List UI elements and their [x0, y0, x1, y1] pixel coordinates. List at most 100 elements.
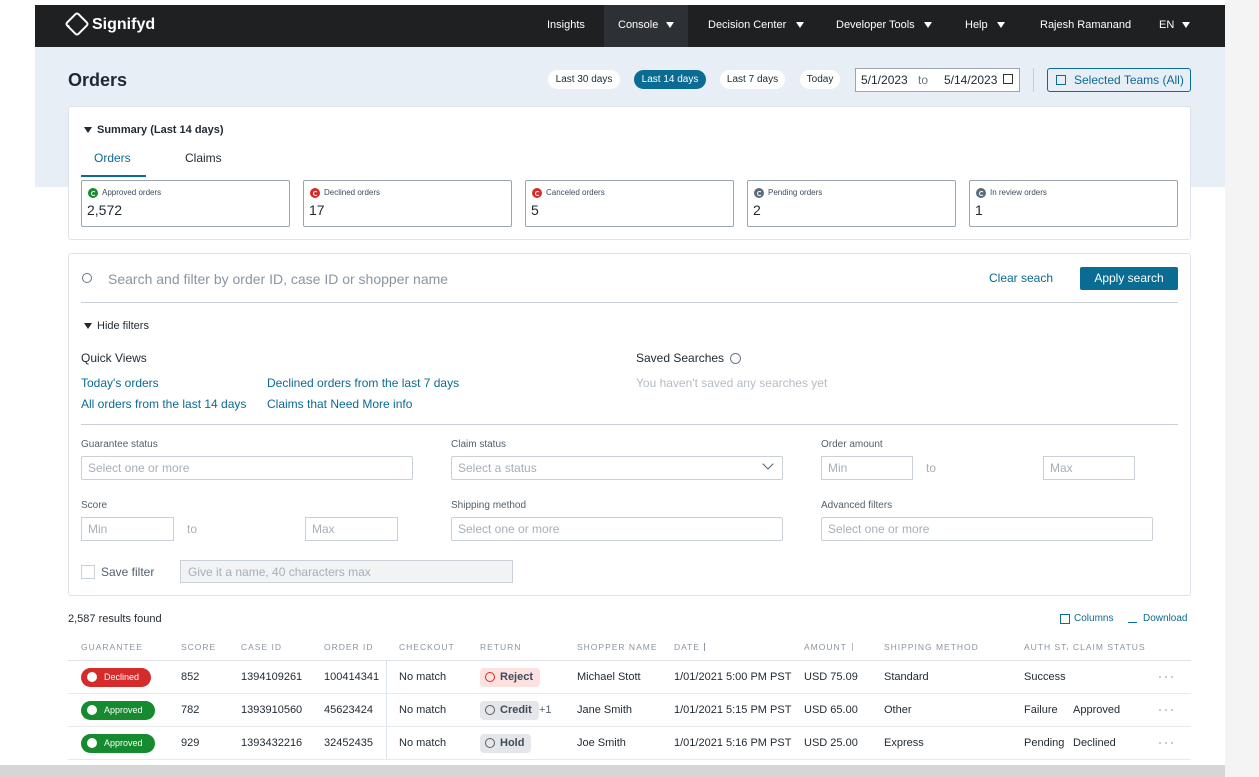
- cell: Declined: [1073, 737, 1116, 749]
- clear-x: [972, 272, 982, 284]
- input-placeholder: Select one or more: [88, 461, 190, 475]
- more-dot: [1159, 709, 1161, 711]
- cell: 1/01/2021 5:00 PM PST: [674, 671, 792, 683]
- nav-item[interactable]: Decision Center: [708, 19, 787, 31]
- summary-card: [969, 180, 1178, 227]
- input[interactable]: [81, 517, 174, 541]
- cell: Jane Smith: [577, 704, 633, 716]
- input[interactable]: [451, 456, 783, 480]
- input[interactable]: [81, 456, 413, 480]
- cell: Other: [884, 704, 912, 716]
- range-pill[interactable]: Last 30 days: [548, 70, 620, 89]
- icon-glyph: [89, 740, 95, 746]
- teams-label: Selected Teams (All): [1074, 73, 1184, 87]
- status-icon: [87, 705, 97, 715]
- card-label: In review orders: [990, 188, 1047, 197]
- tab[interactable]: Claims: [185, 151, 222, 165]
- column-header[interactable]: AMOUNT: [804, 642, 847, 652]
- quick-view-link[interactable]: Declined orders from the last 7 days: [267, 376, 460, 390]
- input-placeholder: Max: [312, 522, 335, 536]
- input[interactable]: [1043, 456, 1135, 480]
- section-title: Quick Views: [81, 351, 147, 365]
- quick-view-link[interactable]: Today's orders: [81, 376, 159, 390]
- input-placeholder: Min: [828, 461, 848, 475]
- result-count: 2,587 results found: [68, 613, 162, 625]
- more-dot: [1171, 676, 1173, 678]
- date-box[interactable]: [855, 68, 1020, 92]
- column-header[interactable]: SHOPPER NAME: [577, 642, 658, 652]
- status-icon: [976, 188, 986, 198]
- download-button[interactable]: Download: [1143, 613, 1188, 624]
- rule: [81, 302, 1178, 303]
- input[interactable]: [180, 560, 513, 583]
- rule: [81, 424, 1178, 425]
- row-rule: [68, 726, 1191, 727]
- apply-search[interactable]: Apply search: [1080, 267, 1178, 290]
- input[interactable]: [451, 517, 783, 541]
- cell: 1393910560: [241, 704, 303, 716]
- quick-view-link[interactable]: Claims that Need More info: [267, 397, 413, 411]
- input[interactable]: [821, 456, 913, 480]
- nav-item[interactable]: Console: [618, 19, 659, 31]
- column-header[interactable]: RETURN: [480, 642, 522, 652]
- guarantee-badge: Approved: [81, 701, 155, 720]
- card-value: 2,572: [87, 202, 123, 218]
- range-pill[interactable]: Last 14 days: [634, 70, 706, 89]
- icon-glyph: [90, 190, 96, 196]
- input[interactable]: [305, 517, 398, 541]
- teams-button[interactable]: [1047, 68, 1191, 92]
- column-header[interactable]: SCORE: [181, 642, 217, 652]
- nav-item[interactable]: Help: [965, 19, 988, 31]
- columns-button[interactable]: Columns: [1074, 613, 1114, 624]
- column-header[interactable]: AUTH STATUS: [1024, 642, 1068, 652]
- summary-title: Summary (Last 14 days): [97, 124, 224, 136]
- summary-card: [747, 180, 956, 227]
- nav-item[interactable]: Insights: [547, 19, 585, 31]
- cell: No match: [399, 671, 447, 683]
- quick-view-link[interactable]: All orders from the last 14 days: [81, 397, 247, 411]
- nav-item[interactable]: Developer Tools: [836, 19, 915, 31]
- column-header[interactable]: GUARANTEE: [81, 642, 143, 652]
- cell: Failure: [1024, 704, 1058, 716]
- cell[interactable]: 32452435: [324, 737, 373, 749]
- cell[interactable]: 100414341: [324, 671, 380, 683]
- input-placeholder: Give it a name, 40 characters max: [188, 565, 371, 579]
- filter-label: Shipping method: [451, 500, 527, 511]
- more-dot: [1159, 676, 1161, 678]
- side-bar: [1225, 0, 1259, 777]
- status-icon: [87, 738, 97, 748]
- summary-card: [303, 180, 512, 227]
- column-header[interactable]: CLAIM STATUS: [1073, 642, 1146, 652]
- nav-item[interactable]: EN: [1159, 19, 1175, 31]
- nav-item[interactable]: Rajesh Ramanand: [1040, 19, 1132, 31]
- checkbox[interactable]: [81, 565, 95, 579]
- cell: +1: [539, 704, 552, 716]
- cell: Approved: [1073, 704, 1121, 716]
- hide-filters[interactable]: Hide filters: [97, 320, 149, 332]
- input-placeholder: Select one or more: [458, 522, 560, 536]
- help-icon: [730, 353, 741, 364]
- search-input[interactable]: Search and filter by order ID, case ID o…: [108, 271, 449, 287]
- more-dot: [1171, 742, 1173, 744]
- caret: [84, 323, 92, 329]
- more-dot: [1165, 742, 1167, 744]
- column-header[interactable]: ORDER ID: [324, 642, 374, 652]
- input[interactable]: [821, 517, 1153, 541]
- cell: No match: [399, 737, 447, 749]
- column-header[interactable]: SHIPPING METHOD: [884, 642, 979, 652]
- tab[interactable]: Orders: [94, 151, 131, 165]
- tab-underline: [81, 175, 146, 177]
- range-sep: to: [926, 461, 937, 475]
- cell[interactable]: 45623424: [324, 704, 373, 716]
- column-header[interactable]: DATE: [674, 642, 701, 652]
- column-header[interactable]: CASE ID: [241, 642, 283, 652]
- header-rule: [68, 660, 1191, 661]
- card-value: 17: [309, 202, 325, 218]
- range-pill[interactable]: Last 7 days: [720, 70, 785, 89]
- range-sep: to: [187, 522, 198, 536]
- column-header[interactable]: CHECKOUT: [399, 642, 455, 652]
- sort-icon: [704, 643, 708, 651]
- range-pill[interactable]: Today: [800, 70, 840, 89]
- clear-search[interactable]: Clear seach: [989, 271, 1054, 285]
